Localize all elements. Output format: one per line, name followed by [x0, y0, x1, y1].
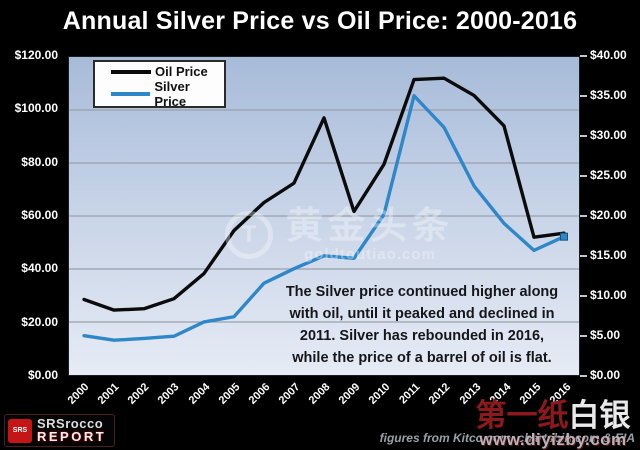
srsrocco-logo: SRS SRSrocco REPORT: [4, 414, 116, 447]
right-axis-tick: [580, 215, 587, 217]
diyizby-name-red: 第一纸: [475, 398, 569, 433]
left-axis-label: $80.00: [21, 154, 58, 169]
chart-canvas: [69, 76, 579, 342]
legend-item-oil: Oil Price: [95, 64, 224, 79]
left-axis-label: $20.00: [21, 314, 58, 329]
legend-label-silver: Silver Price: [154, 79, 190, 109]
right-axis-label: $5.00: [590, 328, 621, 342]
srsrocco-logo-icon: SRS: [8, 418, 32, 443]
oil-price-line: [82, 76, 566, 312]
right-axis-label: $25.00: [590, 168, 627, 182]
right-axis-label: $40.00: [590, 48, 627, 62]
silver-line-swatch: [111, 92, 151, 96]
diyizby-url: www.diyizby.com: [479, 429, 627, 449]
left-axis-label: $40.00: [21, 261, 58, 276]
diyizby-logo: 第一纸白银 www.diyizby.com: [467, 398, 639, 450]
right-axis-tick: [580, 175, 587, 177]
right-axis-tick: [580, 335, 587, 337]
right-axis-label: $0.00: [590, 368, 621, 382]
srsrocco-report: REPORT: [37, 428, 107, 444]
legend-label-oil: Oil Price: [155, 64, 208, 79]
right-axis-tick: [580, 135, 587, 137]
diyizby-name-white: 白银: [568, 398, 631, 433]
right-axis-label: $10.00: [590, 288, 627, 302]
right-axis-label: $20.00: [590, 208, 627, 222]
source-caption: figures from Kitco.com, chartsbin.com & …: [379, 431, 635, 445]
right-axis-tick: [580, 255, 587, 257]
right-axis-label: $35.00: [590, 88, 627, 102]
left-axis-label: $0.00: [27, 368, 58, 382]
right-axis-label: $30.00: [590, 128, 627, 142]
diyizby-name: 第一纸白银: [467, 398, 639, 433]
legend: Oil Price Silver Price: [93, 60, 226, 109]
silver-price-line: [82, 94, 566, 342]
right-axis-tick: [580, 55, 587, 57]
left-axis-label: $100.00: [14, 101, 58, 116]
legend-item-silver: Silver Price: [95, 79, 224, 109]
right-axis-tick: [580, 95, 587, 97]
srsrocco-name: SRSrocco: [37, 416, 104, 432]
left-axis-label: $120.00: [14, 48, 58, 62]
oil-line-swatch: [111, 69, 151, 74]
right-axis-label: $15.00: [590, 248, 627, 262]
right-axis-tick: [580, 375, 587, 377]
plot-area: Oil Price Silver Price T 黄金头条 goldtoutia…: [68, 56, 580, 376]
silver-end-marker: [560, 232, 568, 241]
chart-title: Annual Silver Price vs Oil Price: 2000-2…: [62, 7, 578, 35]
annotation-text: The Silver price continued higher along …: [285, 284, 559, 367]
left-axis-label: $60.00: [21, 208, 58, 222]
right-axis-tick: [580, 295, 587, 297]
